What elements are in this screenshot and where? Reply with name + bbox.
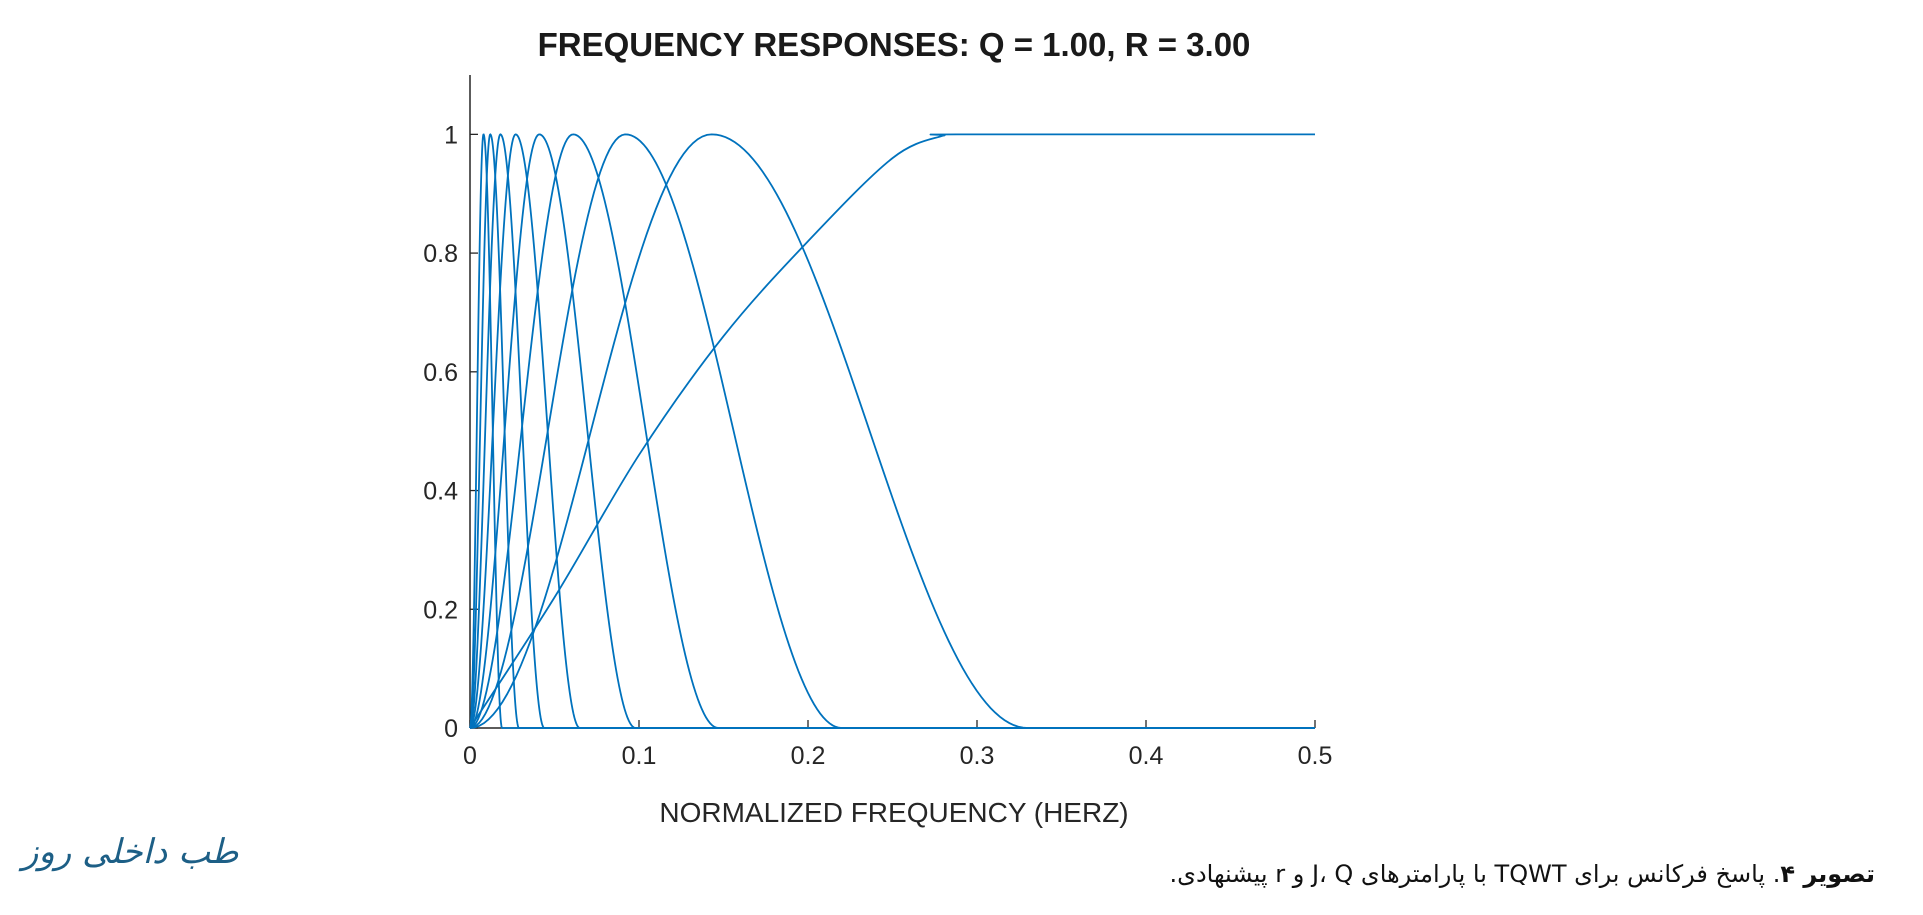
y-tick-label: 0.6 [423, 359, 458, 387]
axes: 0 0.1 0.2 0.3 0.4 0.5 0 0.2 0.4 0.6 0.8 1 [423, 75, 1332, 770]
caption-lead: تصویر ۴ [1780, 860, 1875, 888]
series-line-4 [469, 133, 1315, 729]
watermark-logo: طب داخلی روز [22, 832, 239, 872]
curves [469, 133, 1315, 729]
series-line-9 [469, 133, 1315, 729]
figure-caption: تصویر ۴. پاسخ فرکانس برای TQWT با پارامت… [1170, 860, 1875, 888]
series-line-3 [469, 133, 1315, 729]
x-tick-label: 0.4 [1129, 742, 1164, 770]
series-line-1 [469, 133, 1315, 729]
chart-title: FREQUENCY RESPONSES: Q = 1.00, R = 3.00 [538, 26, 1251, 63]
x-tick-label: 0.1 [622, 742, 657, 770]
series-line-5 [469, 133, 1315, 729]
y-tick-label: 0 [444, 715, 458, 743]
y-tick-label: 1 [444, 121, 458, 149]
caption-text: . پاسخ فرکانس برای TQWT با پارامترهای J،… [1169, 860, 1781, 888]
y-tick-label: 0.8 [423, 240, 458, 268]
series-line-2 [469, 133, 1315, 729]
x-tick-label: 0.3 [960, 742, 995, 770]
y-tick-label: 0.4 [423, 478, 458, 506]
x-tick-label: 0.2 [791, 742, 826, 770]
series-line-6 [469, 133, 1315, 729]
series-line-8 [469, 133, 1315, 729]
y-tick-label: 0.2 [423, 596, 458, 624]
x-axis-label: NORMALIZED FREQUENCY (HERZ) [659, 797, 1128, 828]
x-tick-label: 0 [463, 742, 477, 770]
series-line-7 [469, 133, 1315, 729]
x-tick-label: 0.5 [1298, 742, 1333, 770]
